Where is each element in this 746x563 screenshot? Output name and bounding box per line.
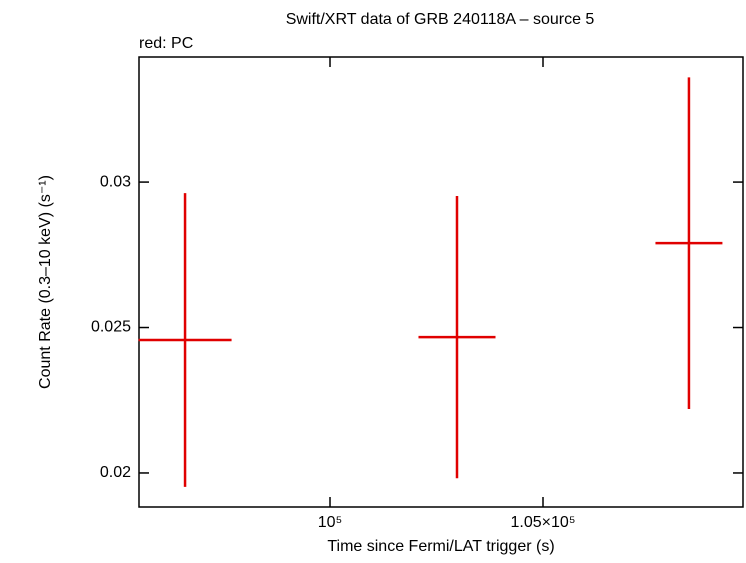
y-axis-label: Count Rate (0.3–10 keV) (s⁻¹)	[37, 175, 54, 389]
y-tick-label: 0.025	[91, 319, 131, 336]
x-tick-label: 1.05×10⁵	[511, 514, 576, 531]
chart-title: Swift/XRT data of GRB 240118A – source 5	[286, 11, 595, 28]
chart-subtitle: red: PC	[139, 35, 193, 52]
plot-frame	[138, 56, 744, 508]
y-tick-label: 0.03	[100, 173, 131, 190]
x-tick-label: 10⁵	[318, 514, 342, 531]
x-axis-label: Time since Fermi/LAT trigger (s)	[327, 538, 554, 555]
y-tick-label: 0.02	[100, 464, 131, 481]
